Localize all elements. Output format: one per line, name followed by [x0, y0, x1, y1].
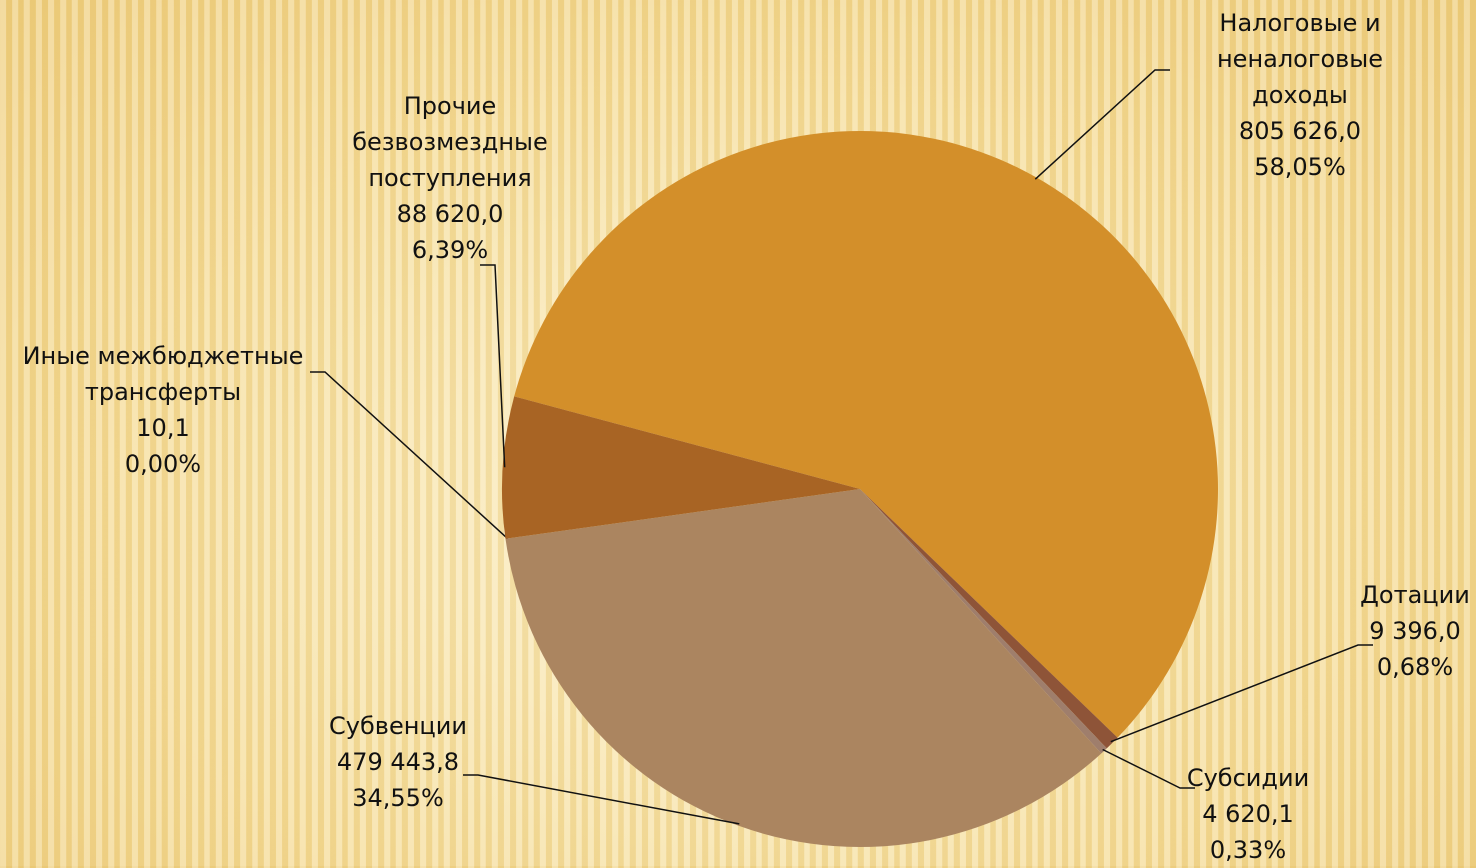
pie-slice [860, 489, 1107, 754]
percent-label: 0,33% [1209, 836, 1287, 864]
category: Налоговые и неналоговые доходы [1216, 9, 1384, 109]
percent-label: 6,39% [411, 236, 489, 264]
leader-line [310, 371, 508, 540]
pie-slice [860, 489, 1118, 749]
value-label: 4 620,1 [1202, 800, 1294, 828]
value-label: 479 443,8 [336, 748, 460, 776]
leader-line [1102, 748, 1195, 789]
data-label: Субвенции 479 443,8 34,55% [329, 708, 467, 816]
category: Дотации [1360, 581, 1470, 609]
data-label: Налоговые и неналоговые доходы 805 626,0 5… [1212, 5, 1388, 185]
data-label: Дотации 9 396,0 0,68% [1360, 577, 1470, 685]
leader-line [463, 774, 740, 825]
value-label: 9 396,0 [1369, 617, 1461, 645]
pie-slice [514, 130, 1219, 738]
value-label: 805 626,0 [1238, 117, 1362, 145]
percent-label: 58,05% [1254, 153, 1346, 181]
pie-slice [501, 396, 860, 539]
leader-line [1034, 69, 1170, 180]
category: Субвенции [329, 712, 467, 740]
pie-slice [505, 489, 1102, 848]
category: Прочие безвозмездные поступления [352, 92, 548, 192]
value-label: 88 620,0 [396, 200, 504, 228]
leader-line [1110, 644, 1373, 743]
leader-line [480, 264, 506, 468]
category: Иные межбюджетные трансферты [22, 342, 304, 406]
percent-label: 0,68% [1376, 653, 1454, 681]
category: Субсидии [1186, 764, 1310, 792]
data-label: Иные межбюджетные трансферты 10,1 0,00% [23, 338, 304, 482]
value-label: 10,1 [136, 414, 190, 442]
data-label: Прочие безвозмездные поступления 88 620,0… [352, 88, 548, 268]
data-label: Субсидии 4 620,1 0,33% [1187, 760, 1309, 868]
percent-label: 34,55% [352, 784, 444, 812]
percent-label: 0,00% [124, 450, 202, 478]
pie-slice [505, 489, 860, 539]
